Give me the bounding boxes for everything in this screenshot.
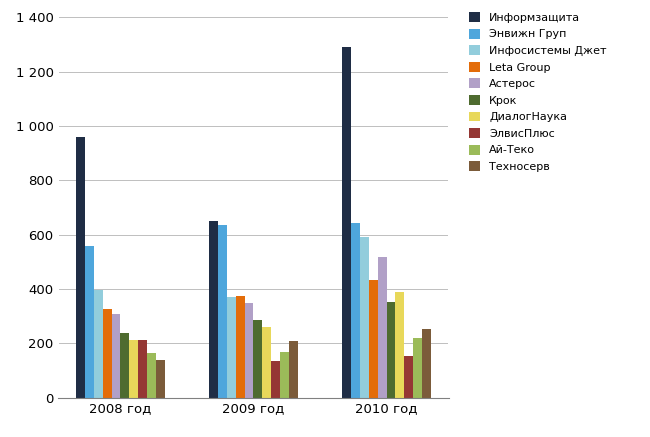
Bar (244, 303, 254, 398)
Bar (387, 302, 395, 398)
Bar (236, 296, 244, 398)
Bar (112, 314, 120, 398)
Bar (395, 292, 404, 398)
Bar (218, 225, 227, 398)
Bar (129, 340, 138, 398)
Bar (422, 329, 431, 398)
Bar (103, 309, 112, 398)
Bar (138, 340, 147, 398)
Bar (378, 257, 387, 398)
Bar (413, 338, 422, 398)
Bar (254, 320, 263, 398)
Legend: Информзащита, Энвижн Груп, Инфосистемы Джет, Leta Group, Астерос, Крок, ДиалогНа: Информзащита, Энвижн Груп, Инфосистемы Д… (467, 10, 609, 174)
Bar (289, 341, 298, 398)
Bar (404, 357, 413, 398)
Bar (369, 280, 378, 398)
Bar (209, 221, 218, 398)
Bar (343, 47, 351, 398)
Bar (156, 360, 164, 398)
Bar (120, 333, 129, 398)
Bar (271, 361, 280, 398)
Bar (263, 326, 271, 398)
Bar (147, 354, 156, 398)
Bar (85, 246, 94, 398)
Bar (280, 352, 289, 398)
Bar (227, 297, 236, 398)
Bar (360, 237, 369, 398)
Bar (351, 222, 360, 398)
Bar (94, 291, 103, 398)
Bar (76, 137, 85, 398)
